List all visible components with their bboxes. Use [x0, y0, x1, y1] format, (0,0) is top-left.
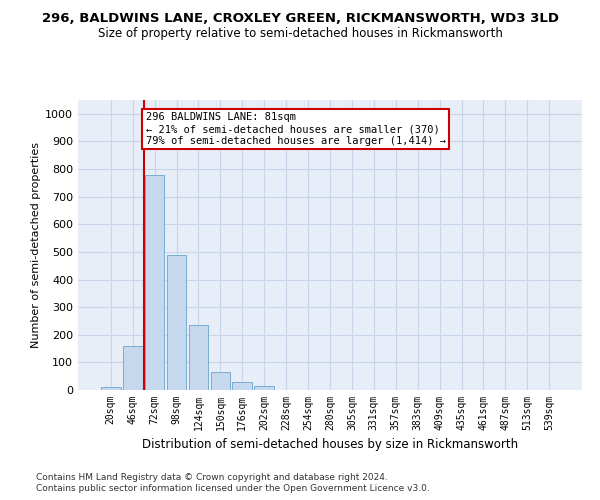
Bar [254, 386, 274, 390]
Text: 296 BALDWINS LANE: 81sqm
← 21% of semi-detached houses are smaller (370)
79% of : 296 BALDWINS LANE: 81sqm ← 21% of semi-d… [146, 112, 446, 146]
Bar [188, 325, 208, 390]
Text: Contains HM Land Registry data © Crown copyright and database right 2024.: Contains HM Land Registry data © Crown c… [36, 472, 388, 482]
Bar [232, 382, 252, 390]
Bar [145, 174, 164, 390]
Y-axis label: Number of semi-detached properties: Number of semi-detached properties [31, 142, 41, 348]
Text: Size of property relative to semi-detached houses in Rickmansworth: Size of property relative to semi-detach… [98, 28, 502, 40]
Text: 296, BALDWINS LANE, CROXLEY GREEN, RICKMANSWORTH, WD3 3LD: 296, BALDWINS LANE, CROXLEY GREEN, RICKM… [41, 12, 559, 26]
Bar [211, 372, 230, 390]
Bar [167, 254, 187, 390]
Bar [123, 346, 143, 390]
Text: Contains public sector information licensed under the Open Government Licence v3: Contains public sector information licen… [36, 484, 430, 493]
Bar [101, 387, 121, 390]
X-axis label: Distribution of semi-detached houses by size in Rickmansworth: Distribution of semi-detached houses by … [142, 438, 518, 452]
